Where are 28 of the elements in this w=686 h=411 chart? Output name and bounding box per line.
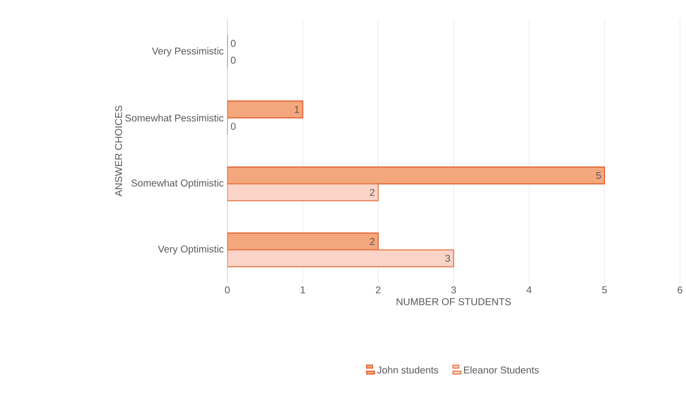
data-label: 0 bbox=[230, 56, 236, 64]
y-tick-label: Somewhat Pessimistic bbox=[125, 114, 224, 122]
legend-label: Eleanor Students bbox=[464, 366, 539, 374]
data-label: 0 bbox=[230, 40, 236, 47]
data-label: 2 bbox=[370, 238, 375, 245]
data-label: 1 bbox=[294, 106, 300, 113]
x-tick-label: 1 bbox=[300, 286, 306, 294]
bar bbox=[227, 183, 379, 202]
data-label: 5 bbox=[596, 172, 601, 179]
bar bbox=[227, 249, 454, 268]
data-label: 3 bbox=[445, 254, 450, 262]
x-tick-label: 0 bbox=[224, 286, 230, 294]
legend-label: John students bbox=[377, 366, 438, 374]
bar bbox=[227, 166, 606, 184]
data-label: 0 bbox=[230, 122, 236, 130]
x-tick-label: 2 bbox=[376, 286, 380, 294]
y-tick-label: Very Optimistic bbox=[158, 245, 224, 255]
bar bbox=[227, 100, 304, 118]
x-axis-title: NUMBER OF STUDENTS bbox=[396, 298, 511, 306]
y-tick-label: Very Pessimistic bbox=[152, 47, 224, 56]
x-tick-label: 3 bbox=[451, 286, 456, 294]
x-tick-label: 6 bbox=[678, 286, 682, 294]
y-tick-label: Somewhat Optimistic bbox=[131, 179, 224, 189]
x-tick-label: 4 bbox=[526, 286, 532, 294]
bar bbox=[227, 232, 379, 250]
data-label: 2 bbox=[370, 188, 375, 196]
y-axis-title: ANSWER CHOICES bbox=[115, 106, 122, 196]
x-tick-label: 5 bbox=[602, 286, 607, 294]
